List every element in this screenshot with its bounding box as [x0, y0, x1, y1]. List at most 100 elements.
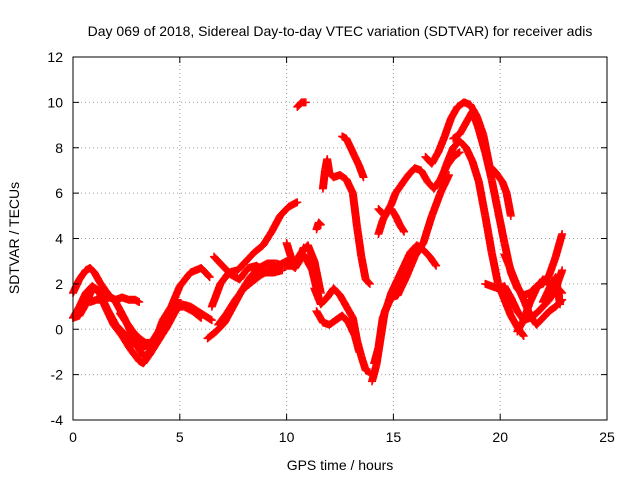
data-trace	[339, 133, 350, 143]
x-tick-label: 10	[279, 429, 295, 445]
data-trace	[304, 242, 318, 264]
data-trace	[501, 251, 515, 273]
series-arc-3	[69, 284, 206, 352]
data-trace	[475, 127, 489, 155]
data-trace	[436, 161, 451, 185]
data-trace	[234, 258, 250, 274]
y-tick-label: 8	[55, 140, 63, 156]
data-trace	[362, 276, 373, 287]
y-tick-label: 10	[47, 94, 63, 110]
grid-lines	[73, 57, 607, 420]
data-trace	[353, 224, 366, 260]
data-trace	[374, 315, 387, 350]
data-point	[558, 229, 567, 238]
data-point	[400, 227, 409, 236]
data-trace	[123, 319, 136, 335]
x-tick-label: 20	[492, 429, 508, 445]
data-point	[299, 243, 308, 252]
data-trace	[351, 333, 363, 355]
data-point	[173, 295, 182, 304]
data-trace	[339, 312, 352, 326]
data-trace	[330, 285, 344, 299]
data-trace	[294, 99, 305, 110]
data-trace	[118, 333, 134, 353]
series-arc-26	[513, 275, 567, 336]
series-arc-10	[282, 239, 308, 270]
data-point	[359, 173, 368, 182]
data-trace	[213, 319, 228, 335]
data-trace	[129, 328, 143, 342]
data-point	[355, 347, 364, 356]
data-trace	[132, 296, 143, 306]
y-tick-label: 0	[55, 321, 63, 337]
data-trace	[443, 145, 457, 167]
data-trace	[240, 278, 256, 292]
data-point	[207, 316, 216, 325]
data-trace	[362, 366, 373, 376]
data-point	[205, 273, 214, 282]
data-trace	[76, 290, 90, 310]
x-axis-label: GPS time / hours	[287, 457, 394, 473]
data-trace	[176, 269, 194, 289]
data-trace	[492, 169, 506, 185]
data-trace	[526, 285, 540, 305]
axis-ticks: 0 5 10 15 20 25 -4 -2 0 2 4 6 8 10 12	[47, 49, 615, 445]
data-trace	[520, 299, 534, 323]
data-trace	[533, 303, 546, 317]
series-arc-15	[310, 284, 374, 377]
data-trace	[103, 306, 120, 328]
data-trace	[450, 130, 463, 142]
series-arc-4	[86, 293, 144, 307]
data-trace	[317, 294, 331, 308]
y-tick-label: 6	[55, 185, 63, 201]
data-trace	[487, 249, 502, 287]
data-trace	[140, 351, 154, 367]
data-point	[293, 198, 302, 207]
x-tick-label: 0	[69, 429, 77, 445]
data-trace	[481, 213, 496, 255]
data-trace	[501, 297, 515, 319]
data-trace	[349, 190, 361, 230]
data-trace	[198, 265, 213, 281]
data-point	[316, 220, 325, 229]
data-trace	[76, 267, 89, 283]
series-arc-27	[538, 273, 565, 309]
data-trace	[468, 108, 483, 133]
data-point	[135, 298, 144, 307]
data-trace	[387, 276, 402, 296]
data-trace	[148, 330, 162, 346]
data-trace	[163, 308, 179, 330]
data-point	[519, 332, 528, 341]
data-trace	[468, 158, 483, 185]
y-axis-label: SDTVAR / TECUs	[6, 182, 22, 294]
x-tick-label: 15	[386, 429, 402, 445]
data-point	[301, 98, 310, 107]
y-tick-label: 4	[55, 231, 63, 247]
series-arc-16	[312, 307, 364, 356]
data-trace	[441, 115, 455, 139]
data-trace	[223, 297, 239, 317]
data-trace	[249, 271, 264, 285]
data-trace	[204, 328, 219, 342]
data-trace	[394, 274, 410, 298]
data-point	[278, 266, 287, 275]
data-point	[197, 313, 206, 322]
data-point	[432, 261, 441, 270]
y-tick-label: 12	[47, 49, 63, 65]
data-trace	[136, 335, 149, 347]
data-trace	[402, 254, 419, 280]
series-arc-20	[374, 205, 409, 238]
data-trace	[112, 321, 128, 337]
data-trace	[394, 263, 408, 283]
x-tick-label: 25	[599, 429, 615, 445]
data-trace	[236, 265, 252, 283]
data-trace	[428, 149, 442, 167]
data-trace	[513, 283, 528, 303]
data-trace	[494, 208, 509, 246]
data-point	[455, 148, 464, 157]
data-trace	[428, 190, 444, 219]
data-trace	[121, 330, 136, 346]
data-markers	[69, 98, 567, 386]
data-point	[365, 279, 374, 288]
